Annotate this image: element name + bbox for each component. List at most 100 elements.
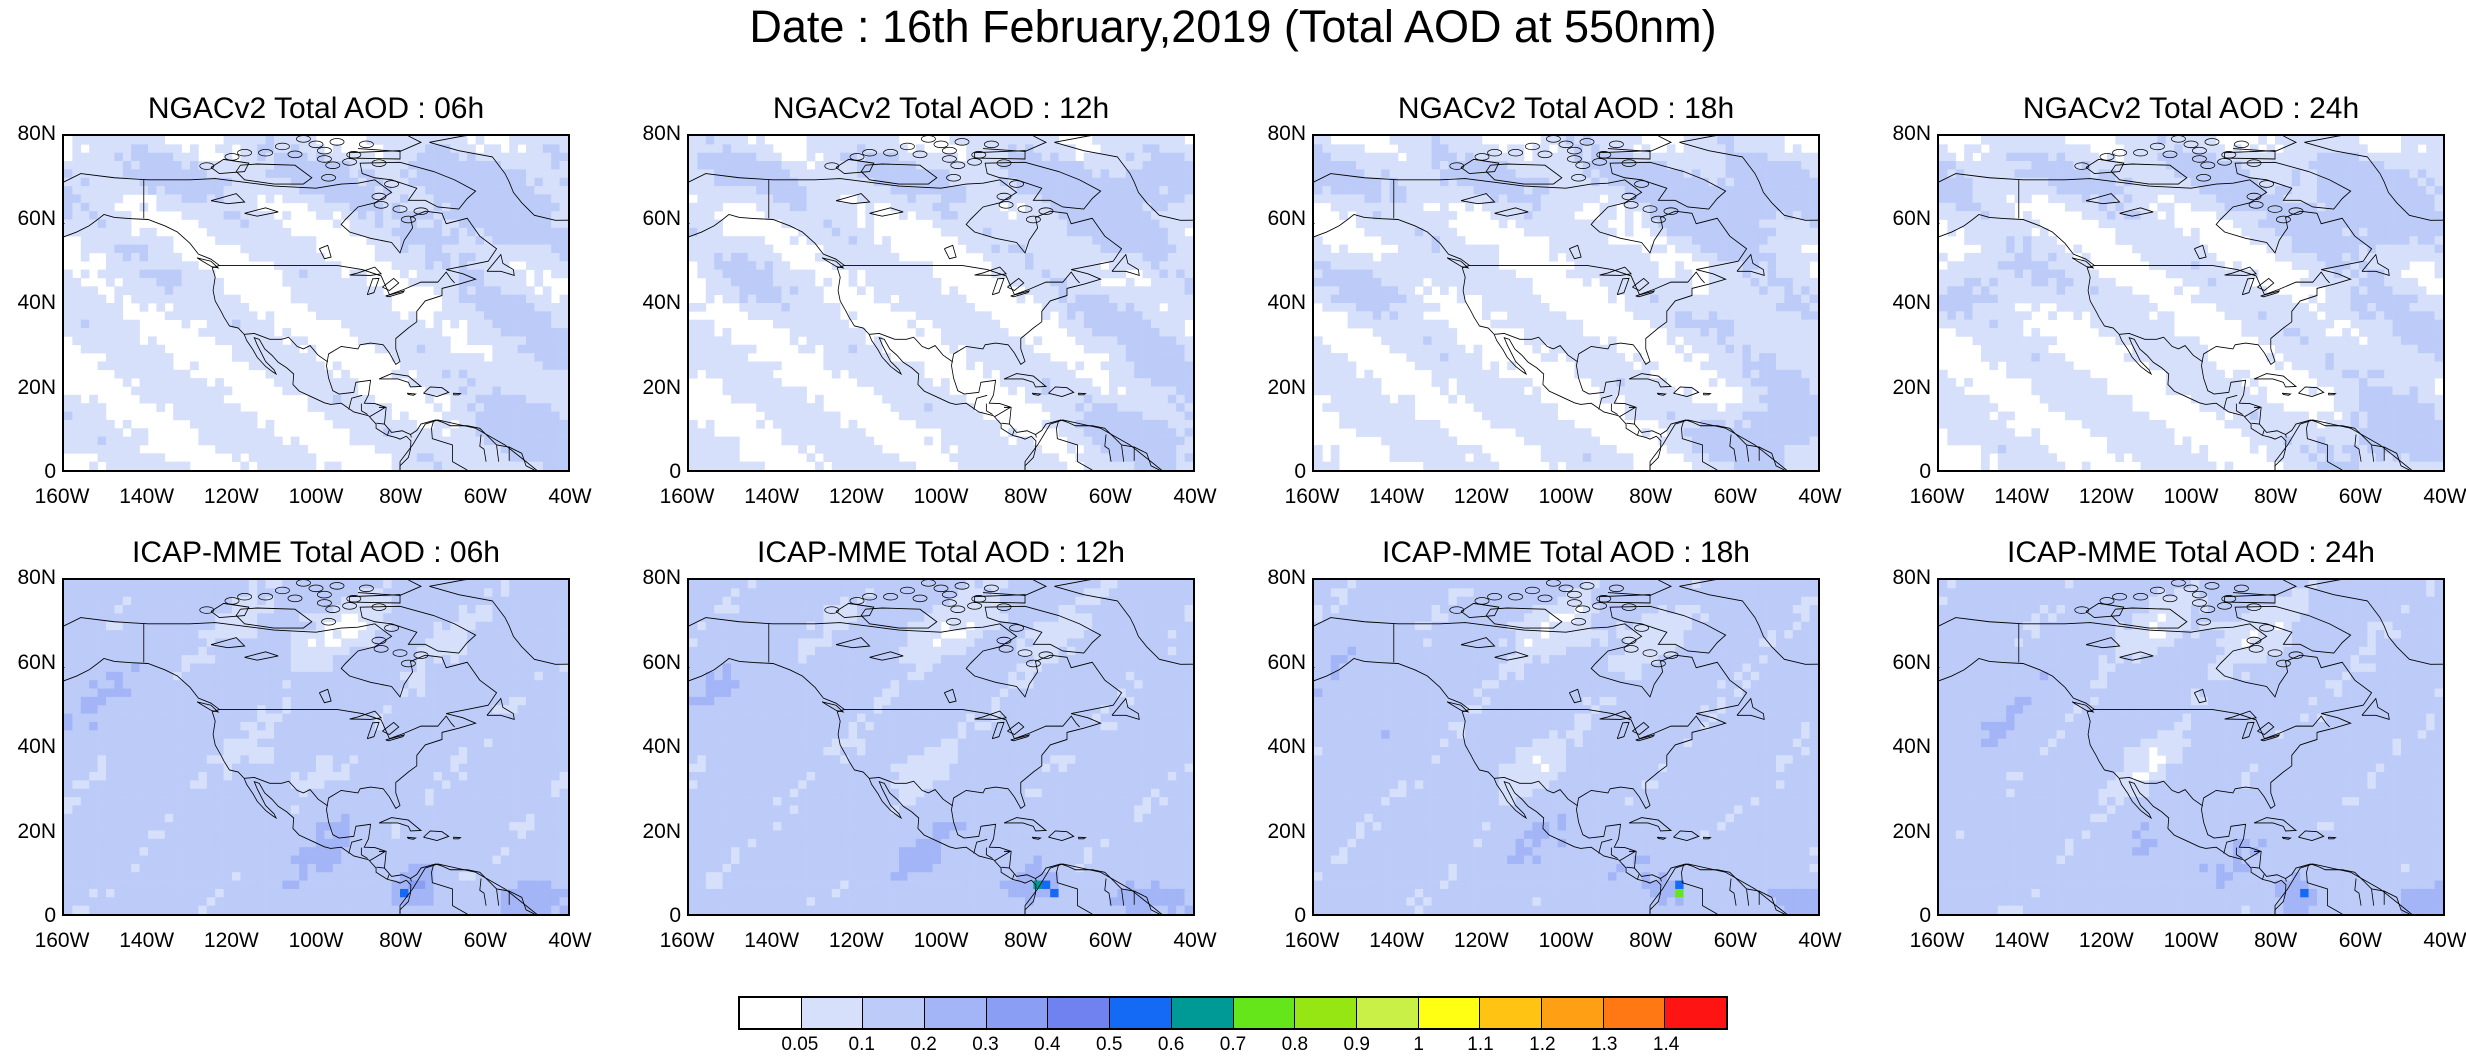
political-border — [1626, 866, 1635, 869]
lake-outline — [385, 290, 406, 298]
arctic-island-outline — [392, 205, 408, 213]
arctic-island-outline — [237, 592, 253, 601]
coastline-jamaica — [1031, 392, 1042, 396]
arctic-island-outline — [2112, 592, 2128, 601]
coastline-vancouverI — [2071, 257, 2095, 269]
arctic-island-outline — [983, 140, 999, 149]
coastline-ellesmere — [1607, 580, 1673, 596]
political-border — [496, 889, 500, 906]
political-border — [1035, 877, 1037, 882]
arctic-island-outline — [258, 592, 274, 601]
coastline-greenland — [1679, 580, 1818, 665]
arctic-island-outline — [2170, 136, 2186, 143]
coastline-devon — [1599, 150, 1651, 160]
arctic-island-outline — [1634, 624, 1650, 632]
political-border — [369, 850, 386, 861]
coastline-greenland — [429, 136, 568, 221]
coastline-westNA — [1939, 173, 2410, 470]
arctic-island-outline — [1508, 148, 1524, 157]
lat-tick-label: 20N — [1267, 819, 1306, 843]
lake-outline — [2241, 277, 2255, 296]
colorbar-tick-label: 0.1 — [848, 1034, 875, 1055]
political-border — [1681, 864, 1718, 914]
political-border — [2285, 877, 2287, 882]
lat-tick-label: 0 — [1294, 904, 1306, 927]
arctic-island-outline — [1596, 151, 1612, 159]
arctic-island-outline — [950, 161, 966, 169]
lake-outline — [2257, 721, 2275, 735]
arctic-island-outline — [1474, 597, 1490, 605]
lake-outline — [2085, 193, 2121, 205]
lake-outline — [974, 266, 1007, 276]
arctic-island-outline — [862, 592, 878, 601]
arctic-island-outline — [2074, 162, 2090, 170]
arctic-island-outline — [2288, 207, 2304, 215]
arctic-island-outline — [2221, 151, 2237, 159]
political-border — [1681, 420, 1718, 470]
arctic-island-outline — [274, 586, 290, 595]
lake-outline — [349, 710, 382, 720]
lake-outline — [1599, 266, 1632, 276]
lat-tick-label: 40N — [17, 291, 56, 314]
lake-outline — [1494, 207, 1529, 217]
arctic-island-outline — [237, 148, 253, 157]
arctic-island-outline — [1566, 590, 1582, 599]
coastline-devon — [349, 150, 401, 160]
arctic-island-outline — [2217, 158, 2233, 166]
arctic-island-outline — [1474, 153, 1490, 161]
colorbar-swatch — [1295, 998, 1357, 1028]
lake-outline — [349, 266, 382, 276]
lake-outline — [1599, 710, 1632, 720]
lon-tick-label: 100W — [288, 929, 344, 952]
colorbar-swatch — [1480, 998, 1542, 1028]
coastline-greenland — [1054, 580, 1193, 665]
coastline-jamaica — [2281, 392, 2292, 396]
panel-title: ICAP-MME Total AOD : 18h — [1382, 536, 1750, 569]
arctic-island-outline — [1017, 649, 1033, 657]
arctic-island-outline — [346, 595, 362, 603]
arctic-island-outline — [2099, 153, 2115, 161]
coastline-victoria — [860, 607, 938, 629]
political-border — [1121, 889, 1125, 906]
arctic-island-outline — [998, 645, 1014, 653]
coastline-vancouverI — [1446, 257, 1470, 269]
arctic-island-outline — [316, 155, 332, 163]
lon-tick-label: 120W — [1453, 485, 1509, 508]
arctic-island-outline — [1487, 148, 1503, 157]
lake-outline — [210, 637, 246, 649]
colorbar-tick-label: 0.4 — [1034, 1034, 1061, 1055]
lat-tick-label: 40N — [1892, 291, 1931, 314]
coastline-jamaica — [2281, 836, 2292, 840]
lake-outline — [1632, 721, 1650, 735]
aod-field — [1939, 136, 2443, 470]
arctic-island-outline — [971, 151, 987, 159]
coastline-victoria — [860, 163, 938, 185]
coastline-newfoundland — [486, 253, 515, 277]
arctic-island-outline — [400, 215, 416, 224]
arctic-island-outline — [941, 155, 957, 163]
lon-tick-label: 80W — [1629, 929, 1673, 952]
arctic-island-outline — [933, 140, 949, 149]
lake-outline — [1494, 651, 1529, 661]
arctic-island-outline — [883, 148, 899, 157]
coastline-baffin — [1609, 161, 1727, 210]
coastline-puertorico — [1077, 392, 1087, 396]
arctic-island-outline — [371, 603, 387, 611]
arctic-island-outline — [912, 150, 928, 159]
arctic-island-outline — [983, 584, 999, 593]
political-border — [1056, 864, 1093, 914]
colorbar-swatch — [986, 998, 1049, 1028]
political-border — [387, 430, 390, 436]
lat-tick-label: 80N — [1892, 566, 1931, 589]
coastline-baffin — [359, 605, 477, 654]
coastline-banks — [210, 158, 250, 175]
arctic-island-outline — [899, 586, 915, 595]
panel-title: NGACv2 Total AOD : 18h — [1397, 92, 1735, 125]
coastline-westNA — [1939, 617, 2410, 914]
arctic-island-outline — [2191, 146, 2207, 155]
coastline-banks — [210, 602, 250, 619]
coastline-banks — [2085, 602, 2125, 619]
colorbar-swatch — [863, 998, 926, 1028]
arctic-island-outline — [967, 158, 983, 166]
arctic-island-outline — [2246, 159, 2262, 167]
